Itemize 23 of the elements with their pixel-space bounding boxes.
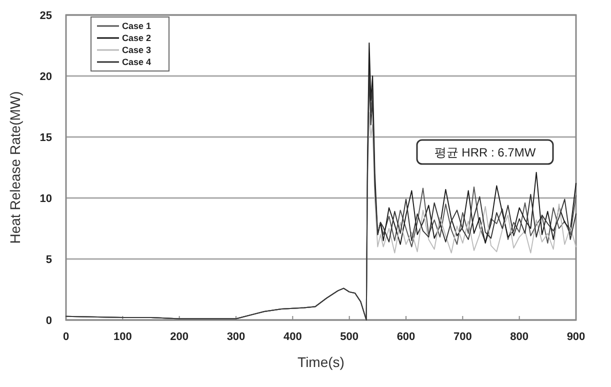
legend-label: Case 4 bbox=[122, 57, 152, 67]
x-tick-label: 900 bbox=[566, 331, 586, 343]
y-tick-label: 10 bbox=[40, 193, 52, 205]
y-tick-label: 0 bbox=[46, 315, 52, 327]
legend-label: Case 3 bbox=[122, 45, 152, 55]
x-tick-label: 0 bbox=[62, 331, 70, 343]
x-tick-label: 800 bbox=[510, 331, 529, 343]
y-tick-label: 25 bbox=[40, 10, 52, 22]
x-tick-label: 700 bbox=[453, 331, 472, 343]
x-tick-label: 600 bbox=[396, 331, 416, 343]
x-tick-label: 300 bbox=[226, 331, 246, 343]
annotation: 평균 HRR : 6.7MW bbox=[434, 146, 536, 160]
y-axis-title: Heat Release Rate(MW) bbox=[7, 91, 23, 244]
x-axis-title: Time(s) bbox=[298, 354, 344, 370]
x-tick-label: 200 bbox=[170, 331, 189, 343]
y-tick-label: 15 bbox=[40, 132, 52, 144]
legend-label: Case 2 bbox=[122, 33, 152, 43]
x-tick-label: 100 bbox=[113, 331, 132, 343]
x-tick-label: 500 bbox=[340, 331, 359, 343]
x-tick-label: 400 bbox=[283, 331, 302, 343]
y-tick-label: 5 bbox=[46, 254, 52, 266]
legend-label: Case 1 bbox=[122, 21, 152, 31]
y-tick-label: 20 bbox=[40, 71, 52, 83]
